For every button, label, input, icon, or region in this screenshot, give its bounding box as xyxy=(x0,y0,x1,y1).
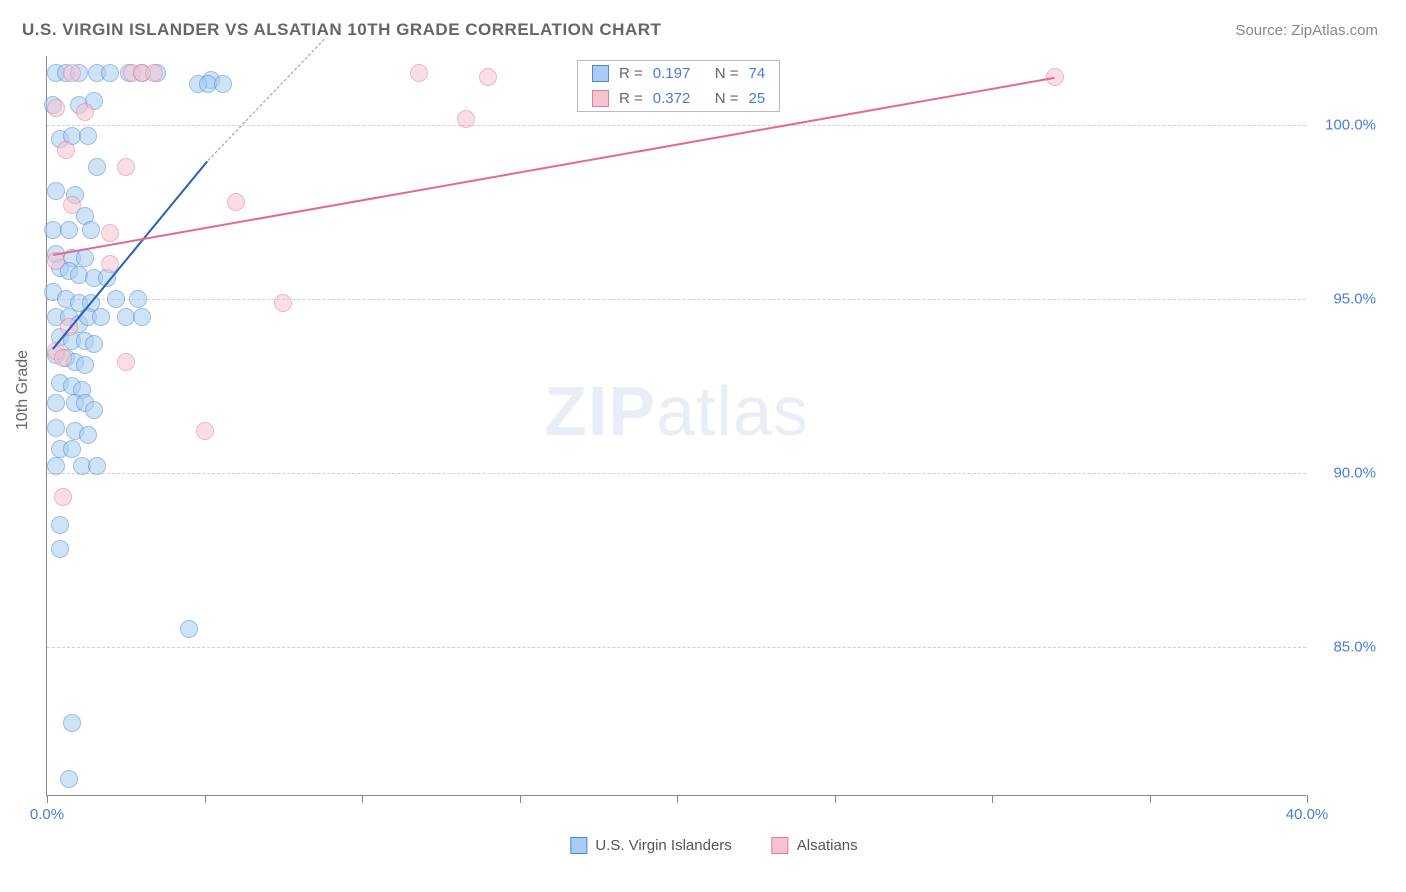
legend-row: R = 0.197 N = 74 xyxy=(578,61,779,86)
gridline-h xyxy=(47,299,1306,300)
data-point xyxy=(227,193,245,211)
y-tick-label: 90.0% xyxy=(1312,464,1376,481)
y-tick-label: 100.0% xyxy=(1312,117,1376,134)
legend-r-value: 0.372 xyxy=(653,90,705,107)
data-point xyxy=(92,308,110,326)
data-point xyxy=(76,356,94,374)
chart-title: U.S. VIRGIN ISLANDER VS ALSATIAN 10TH GR… xyxy=(22,20,661,40)
data-point xyxy=(79,127,97,145)
data-point xyxy=(101,224,119,242)
data-point xyxy=(410,64,428,82)
data-point xyxy=(180,620,198,638)
x-tick xyxy=(1150,795,1151,803)
source-label: Source: ZipAtlas.com xyxy=(1235,22,1378,39)
legend-item: Alsatians xyxy=(772,837,858,854)
data-point xyxy=(47,394,65,412)
legend-swatch xyxy=(592,90,609,107)
data-point xyxy=(85,335,103,353)
data-point xyxy=(129,290,147,308)
data-point xyxy=(63,714,81,732)
x-tick-label: 0.0% xyxy=(30,806,64,823)
x-tick xyxy=(992,795,993,803)
data-point xyxy=(117,158,135,176)
data-point xyxy=(117,353,135,371)
data-point xyxy=(57,141,75,159)
data-point xyxy=(63,64,81,82)
legend-r-label: R = xyxy=(619,65,643,82)
data-point xyxy=(85,401,103,419)
legend-n-value: 25 xyxy=(749,90,766,107)
y-tick-label: 95.0% xyxy=(1312,291,1376,308)
legend-swatch xyxy=(772,837,789,854)
x-tick xyxy=(205,795,206,803)
data-point xyxy=(88,457,106,475)
data-point xyxy=(107,290,125,308)
x-tick xyxy=(47,795,48,803)
data-point xyxy=(76,103,94,121)
legend-n-label: N = xyxy=(715,90,739,107)
x-tick xyxy=(520,795,521,803)
x-tick xyxy=(835,795,836,803)
legend-swatch xyxy=(570,837,587,854)
legend-correlation: R = 0.197 N = 74 R = 0.372 N = 25 xyxy=(577,60,780,112)
data-point xyxy=(457,110,475,128)
data-point xyxy=(79,426,97,444)
legend-series: U.S. Virgin Islanders Alsatians xyxy=(570,837,857,854)
legend-r-value: 0.197 xyxy=(653,65,705,82)
data-point xyxy=(47,457,65,475)
x-tick-label: 40.0% xyxy=(1286,806,1329,823)
data-point xyxy=(145,64,163,82)
legend-label: U.S. Virgin Islanders xyxy=(595,837,731,854)
data-point xyxy=(47,182,65,200)
legend-item: U.S. Virgin Islanders xyxy=(570,837,731,854)
scatter-plot: ZIPatlas R =0.197N =74R =0.372N =25 85.0… xyxy=(46,56,1306,796)
legend-label: Alsatians xyxy=(797,837,858,854)
data-point xyxy=(54,349,72,367)
data-point xyxy=(47,419,65,437)
data-point xyxy=(47,99,65,117)
legend-row: R = 0.372 N = 25 xyxy=(578,86,779,111)
gridline-h xyxy=(47,473,1306,474)
data-point xyxy=(101,64,119,82)
data-point xyxy=(60,770,78,788)
data-point xyxy=(51,540,69,558)
data-point xyxy=(63,196,81,214)
legend-n-value: 74 xyxy=(749,65,766,82)
gridline-h xyxy=(47,125,1306,126)
data-point xyxy=(54,488,72,506)
data-point xyxy=(214,75,232,93)
legend-n-label: N = xyxy=(715,65,739,82)
data-point xyxy=(133,308,151,326)
data-point xyxy=(51,516,69,534)
data-point xyxy=(88,158,106,176)
x-tick xyxy=(677,795,678,803)
y-axis-label: 10th Grade xyxy=(14,350,32,430)
data-point xyxy=(274,294,292,312)
data-point xyxy=(60,221,78,239)
trend-line xyxy=(207,39,324,161)
watermark: ZIPatlas xyxy=(544,371,809,451)
x-tick xyxy=(362,795,363,803)
gridline-h xyxy=(47,647,1306,648)
data-point xyxy=(196,422,214,440)
legend-swatch xyxy=(592,65,609,82)
y-tick-label: 85.0% xyxy=(1312,638,1376,655)
data-point xyxy=(479,68,497,86)
data-point xyxy=(82,221,100,239)
x-tick xyxy=(1307,795,1308,803)
legend-r-label: R = xyxy=(619,90,643,107)
data-point xyxy=(63,440,81,458)
